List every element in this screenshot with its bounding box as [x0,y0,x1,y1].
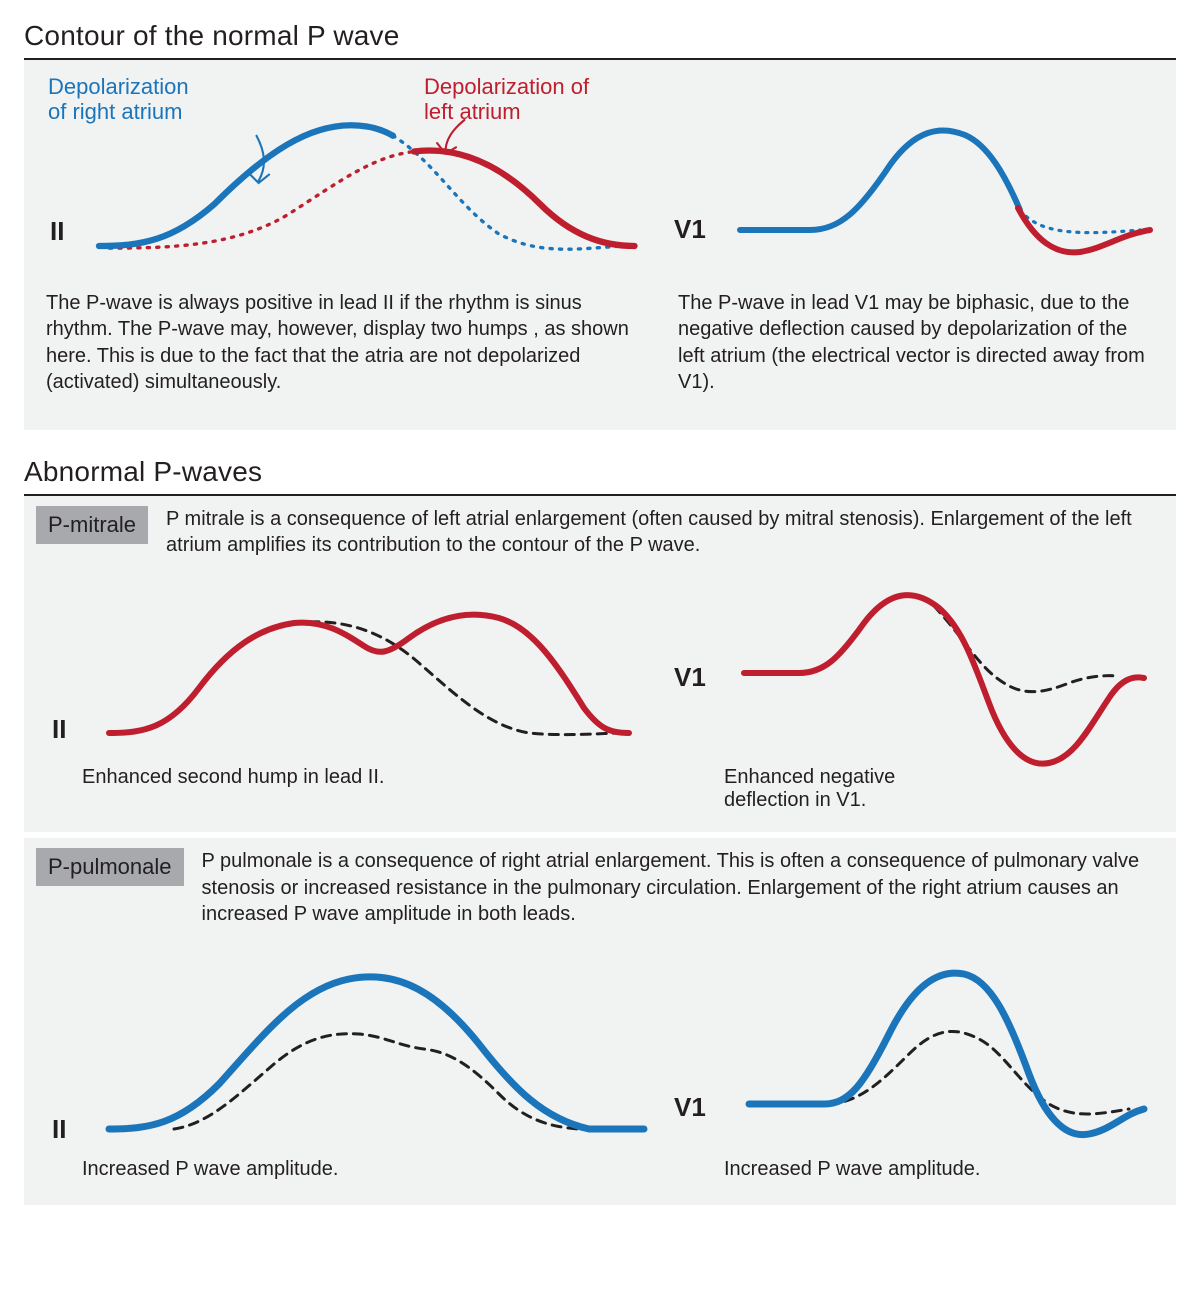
normal-lead2-svg [72,78,672,288]
p-pulmonale-badge: P-pulmonale [36,848,184,886]
lead-label-V1: V1 [674,662,706,693]
p-mitrale-badge: P-mitrale [36,506,148,544]
mitrale-v1-chart: V1 [664,562,1174,762]
pulmonale-lead2-caption: Increased P wave amplitude. [24,1158,664,1181]
normal-lead2-text: The P-wave is always positive in lead II… [24,290,644,396]
section-normal: Contour of the normal P wave Depolarizat… [24,20,1176,430]
pulmonale-lead2-svg [74,934,674,1154]
mitrale-lead2-svg [74,568,664,768]
section-abnormal: Abnormal P-waves P-mitrale P mitrale is … [24,456,1176,1205]
p-mitrale-desc: P mitrale is a consequence of left atria… [166,506,1156,559]
mitrale-lead2-caption: Enhanced second hump in lead II. [24,766,664,789]
section-normal-title: Contour of the normal P wave [24,20,1176,52]
section-abnormal-title: Abnormal P-waves [24,456,1176,488]
normal-v1-svg [710,80,1180,280]
normal-panel: Depolarizationof right atrium Depolariza… [24,60,1176,430]
mitrale-v1-svg [714,558,1174,778]
p-pulmonale-desc: P pulmonale is a consequence of right at… [202,848,1156,927]
lead-label-V1: V1 [674,214,706,245]
pulmonale-lead2-chart: II [24,934,664,1154]
mitrale-lead2-chart: II [24,562,664,762]
normal-v1-chart: V1 [664,60,1174,270]
normal-lead2-chart: Depolarizationof right atrium Depolariza… [24,60,664,270]
pulmonale-v1-svg [714,934,1174,1154]
lead-label-II: II [52,714,66,745]
p-pulmonale-panel: P-pulmonale P pulmonale is a consequence… [24,838,1176,1204]
p-mitrale-panel: P-mitrale P mitrale is a consequence of … [24,496,1176,833]
lead-label-II: II [52,1114,66,1145]
lead-label-V1: V1 [674,1092,706,1123]
pulmonale-v1-caption: Increased P wave amplitude. [664,1158,1174,1181]
lead-label-II: II [50,216,64,247]
pulmonale-v1-chart: V1 [664,934,1174,1154]
normal-v1-text: The P-wave in lead V1 may be biphasic, d… [664,290,1164,396]
